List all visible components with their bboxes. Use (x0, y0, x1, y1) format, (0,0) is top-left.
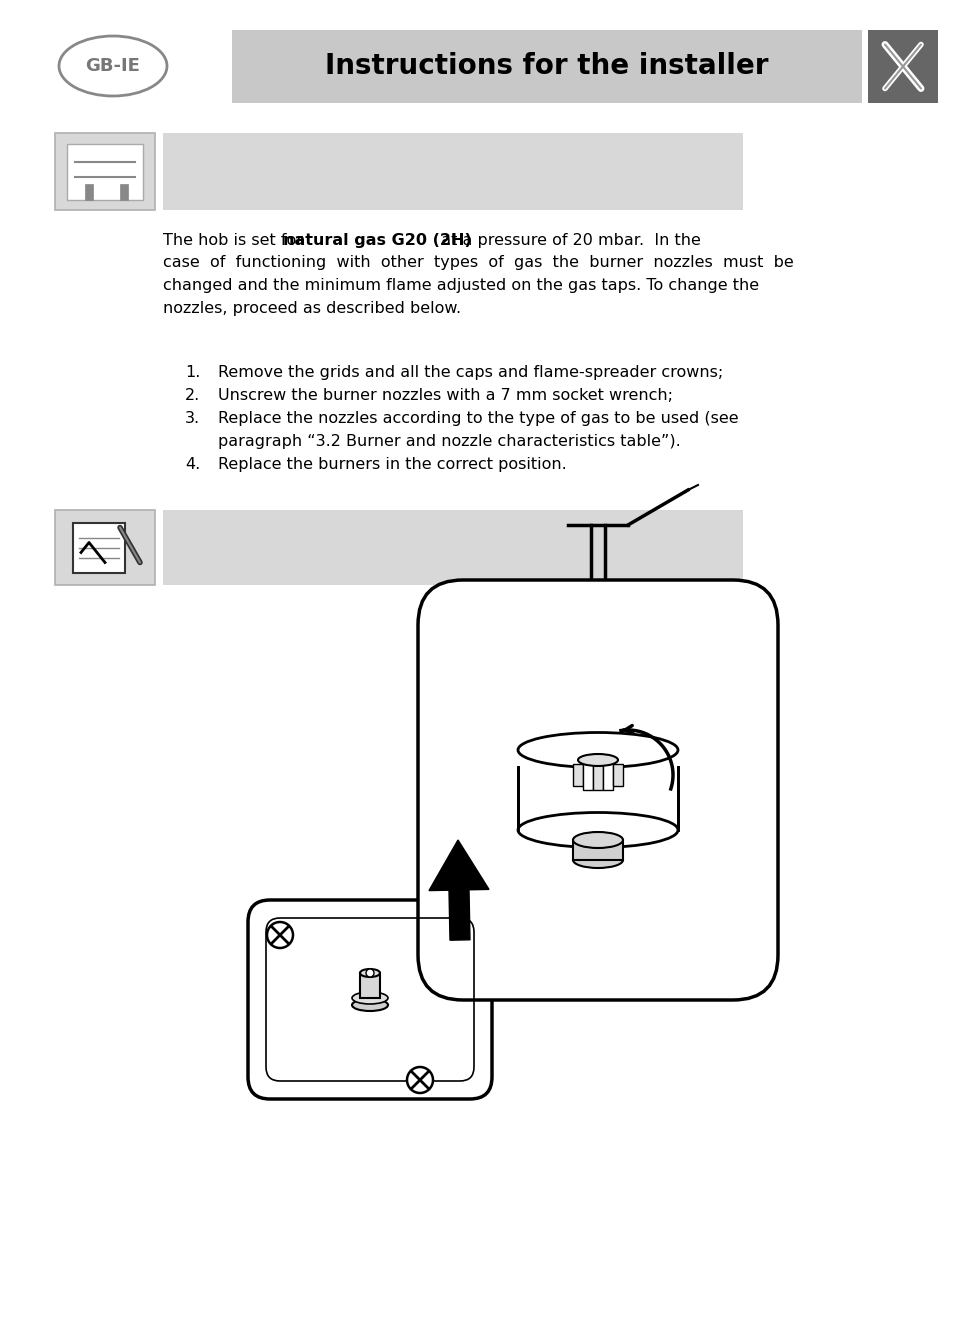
FancyBboxPatch shape (232, 29, 862, 103)
Text: 3.: 3. (185, 411, 200, 426)
Text: 4.: 4. (185, 457, 200, 472)
FancyBboxPatch shape (55, 510, 154, 585)
Text: at a pressure of 20 mbar.  In the: at a pressure of 20 mbar. In the (431, 232, 700, 248)
Ellipse shape (59, 36, 167, 96)
FancyBboxPatch shape (867, 29, 937, 103)
Bar (602, 760, 613, 790)
Text: 1.: 1. (185, 365, 200, 379)
FancyBboxPatch shape (417, 580, 778, 1001)
Text: GB-IE: GB-IE (86, 57, 140, 75)
Text: case  of  functioning  with  other  types  of  gas  the  burner  nozzles  must  : case of functioning with other types of … (163, 255, 793, 270)
Ellipse shape (578, 754, 618, 766)
Bar (73, 522, 125, 573)
Bar (67, 143, 143, 199)
Text: Replace the burners in the correct position.: Replace the burners in the correct posit… (218, 457, 566, 472)
Ellipse shape (359, 969, 379, 977)
Ellipse shape (352, 993, 388, 1003)
Ellipse shape (517, 732, 678, 767)
Text: 2.: 2. (185, 387, 200, 403)
Text: changed and the minimum flame adjusted on the gas taps. To change the: changed and the minimum flame adjusted o… (163, 278, 759, 293)
Bar (593, 760, 602, 790)
Text: Unscrew the burner nozzles with a 7 mm socket wrench;: Unscrew the burner nozzles with a 7 mm s… (218, 387, 672, 403)
Bar (517, 749, 678, 830)
Text: Replace the nozzles according to the type of gas to be used (see: Replace the nozzles according to the typ… (218, 411, 738, 426)
Bar (85, 183, 92, 199)
Circle shape (366, 969, 374, 977)
Bar (573, 840, 622, 860)
Bar (573, 764, 582, 786)
Polygon shape (429, 840, 489, 941)
Text: Instructions for the installer: Instructions for the installer (325, 52, 768, 80)
Ellipse shape (517, 812, 678, 847)
Text: natural gas G20 (2H): natural gas G20 (2H) (283, 232, 471, 248)
Circle shape (407, 1067, 433, 1093)
FancyBboxPatch shape (163, 510, 742, 585)
Text: paragraph “3.2 Burner and nozzle characteristics table”).: paragraph “3.2 Burner and nozzle charact… (218, 434, 680, 449)
Text: Remove the grids and all the caps and flame-spreader crowns;: Remove the grids and all the caps and fl… (218, 365, 722, 379)
FancyBboxPatch shape (163, 134, 742, 210)
Text: The hob is set for: The hob is set for (163, 232, 308, 248)
Circle shape (267, 922, 293, 949)
Ellipse shape (352, 999, 388, 1011)
Ellipse shape (573, 852, 622, 868)
Text: nozzles, proceed as described below.: nozzles, proceed as described below. (163, 301, 460, 315)
FancyBboxPatch shape (55, 134, 154, 210)
FancyBboxPatch shape (248, 900, 492, 1100)
Bar (613, 764, 622, 786)
Bar (120, 183, 128, 199)
Bar (359, 973, 379, 998)
Ellipse shape (573, 832, 622, 848)
Bar (582, 760, 593, 790)
